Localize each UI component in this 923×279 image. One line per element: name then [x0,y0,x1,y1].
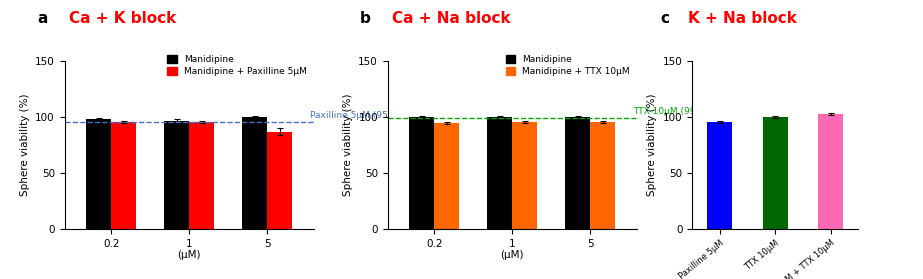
Bar [87,119,112,229]
Bar [242,117,267,229]
Text: TTX 10μM (99.2%): TTX 10μM (99.2%) [633,107,716,116]
Text: Paxilline 5μM (95.3%): Paxilline 5μM (95.3%) [310,111,408,120]
Bar [762,117,788,229]
Bar [565,117,590,229]
Text: K + Na block: K + Na block [688,11,797,26]
Text: Ca + K block: Ca + K block [69,11,176,26]
Bar [487,117,512,229]
Y-axis label: Sphere viability (%): Sphere viability (%) [342,94,353,196]
Bar [435,123,460,229]
Bar [112,122,137,229]
Bar [164,121,189,229]
Bar [267,132,292,229]
Bar [707,122,733,229]
X-axis label: (μM): (μM) [500,250,524,260]
X-axis label: (μM): (μM) [177,250,201,260]
Bar [410,117,435,229]
Legend: Manidipine, Manidipine + Paxilline 5μM: Manidipine, Manidipine + Paxilline 5μM [165,52,309,79]
Y-axis label: Sphere viability (%): Sphere viability (%) [647,94,657,196]
Bar [512,122,537,229]
Text: Ca + Na block: Ca + Na block [392,11,511,26]
Text: a: a [37,11,47,26]
Y-axis label: Sphere viability (%): Sphere viability (%) [19,94,30,196]
Bar [189,122,214,229]
Text: c: c [660,11,669,26]
Text: b: b [360,11,371,26]
Legend: Manidipine, Manidipine + TTX 10μM: Manidipine, Manidipine + TTX 10μM [503,52,632,79]
Bar [818,114,844,229]
Bar [590,122,615,229]
